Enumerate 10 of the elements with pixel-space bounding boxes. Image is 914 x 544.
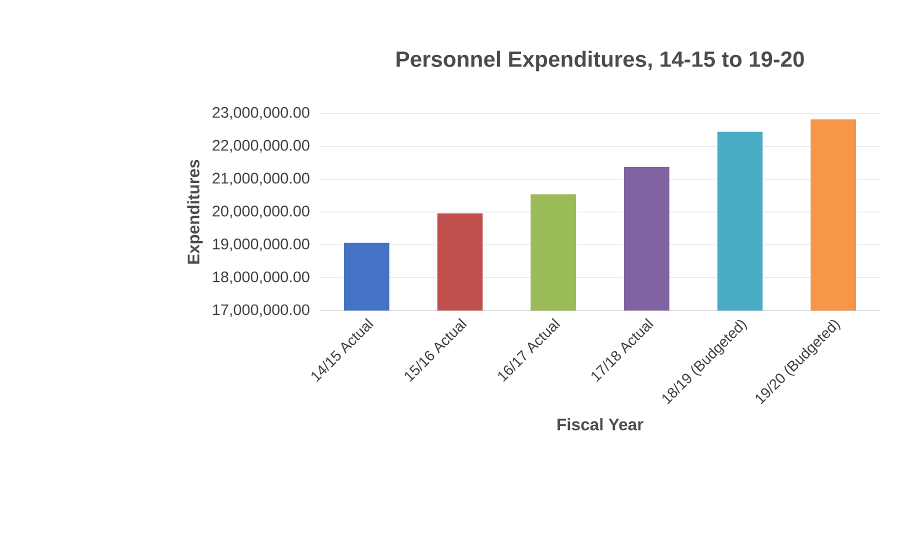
- y-axis-title: Expenditures: [187, 160, 203, 264]
- chart-title: Personnel Expenditures, 14-15 to 19-20: [396, 50, 804, 72]
- x-axis-title: Fiscal Year: [558, 418, 644, 430]
- y-tick-label: 20,000,000.00: [212, 206, 310, 218]
- y-tick-label: 21,000,000.00: [212, 172, 310, 186]
- y-tick-label: 23,000,000.00: [212, 107, 310, 120]
- y-tick-label: 19,000,000.00: [213, 238, 310, 252]
- y-tick-label: 18,000,000.00: [213, 271, 310, 284]
- y-tick-label: 17,000,000.00: [213, 304, 310, 318]
- y-tick-label: 22,000,000.00: [212, 140, 310, 153]
